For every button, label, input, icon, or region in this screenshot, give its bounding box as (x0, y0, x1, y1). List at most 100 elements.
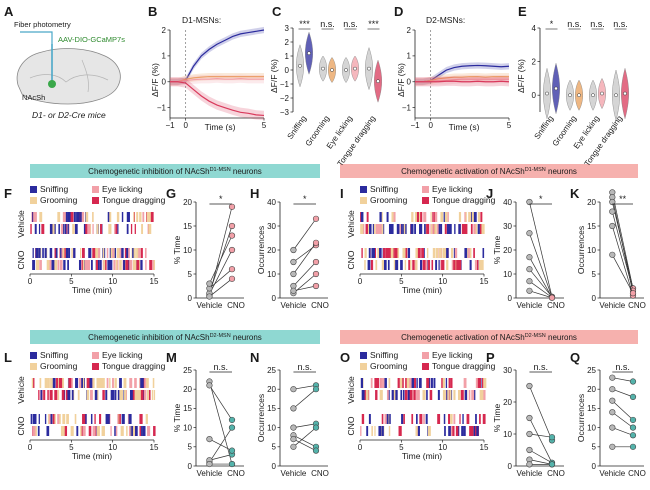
panel-o-event-sniff (360, 378, 364, 388)
panel-i-event-eye (362, 224, 365, 234)
panel-d-band-pink (415, 75, 509, 86)
panel-f-event-eye (34, 212, 37, 222)
panel-n-xcat-vehicle: Vehicle (281, 469, 307, 478)
panel-m-xcat-vehicle: Vehicle (197, 469, 223, 478)
panel-q-pair-line (612, 427, 634, 436)
panel-p-cno-point (548, 434, 556, 441)
panel-d-letter: D (394, 4, 403, 19)
panel-c-violin-behavior-median (353, 66, 357, 71)
panel-i-event-eye (393, 212, 396, 222)
panel-l-event-sniff (52, 378, 55, 388)
panel-i-event-sniff (367, 260, 371, 270)
panel-f-event-tongue (70, 212, 74, 222)
panel-o-event-groom (427, 426, 431, 436)
panel-o-event-tongue (452, 426, 455, 436)
panel-f-event-sniff (44, 248, 47, 258)
panel-q-ytick-label: 25 (587, 366, 596, 375)
panel-l-event-groom (77, 390, 80, 400)
panel-l-event-tongue (82, 414, 86, 424)
panel-i-event-sniff (446, 224, 450, 234)
panel-b-ytick-label: −1 (157, 103, 167, 112)
panel-o-event-groom (374, 426, 376, 436)
panel-g-sig: * (219, 194, 223, 204)
panel-e-ytick-label: 0 (532, 91, 537, 100)
panel-i-event-tongue (393, 248, 395, 258)
panel-o-event-eye (387, 390, 389, 400)
panel-o-event-sniff (400, 390, 403, 400)
panel-f-event-groom (57, 212, 61, 222)
panel-l-event-sniff (94, 390, 98, 400)
panel-f-event-tongue (92, 248, 96, 258)
panel-f-event-eye (113, 260, 116, 270)
panel-n-sig: n.s. (297, 362, 312, 372)
panel-i-event-sniff (419, 224, 423, 234)
panel-f-event-tongue (149, 260, 152, 270)
panel-l-event-eye (147, 426, 151, 436)
panel-d-ytick-label: 0 (407, 78, 412, 87)
panel-o-event-sniff (366, 426, 369, 436)
panel-c-violin-behavior-median (376, 79, 380, 84)
panel-i-event-tongue (408, 260, 412, 270)
panel-i-cno-label: CNO (346, 250, 356, 269)
panel-p-ylabel: % Time (492, 404, 502, 433)
panel-i-event-sniff (475, 212, 477, 222)
panel-j-ytick-label: 30 (503, 222, 512, 231)
panel-g-ytick-label: 5 (188, 270, 193, 279)
panel-i-event-groom (397, 248, 400, 258)
panel-f-event-groom (92, 212, 94, 222)
panel-f-event-tongue (95, 260, 99, 270)
panel-d-series-orange (415, 75, 509, 83)
panel-f-event-groom (54, 260, 56, 270)
panel-f-event-tongue (100, 224, 103, 234)
panel-i-event-sniff (407, 248, 411, 258)
panel-q-vehicle-point (609, 424, 616, 431)
raster-labels: F L I O G H J K M N P Q (4, 186, 580, 365)
panel-l-xtick-label: 0 (28, 443, 33, 452)
panel-f-legend-label-groom: Grooming (40, 195, 78, 205)
panel-f-event-tongue (115, 224, 118, 234)
panel-q-xcat-cno: CNO (628, 469, 646, 478)
mouse-line-caption: D1- or D2-Cre mice (32, 110, 106, 120)
panel-l-event-groom (59, 414, 61, 424)
panel-p-cno-point (548, 461, 556, 468)
panel-f-event-sniff (38, 248, 41, 258)
panel-l-event-sniff (89, 378, 93, 388)
panel-f-xtick-label: 10 (108, 277, 117, 286)
panel-f-event-groom (115, 260, 118, 270)
panel-i-event-groom (446, 260, 449, 270)
panel-l-letter: L (4, 350, 12, 365)
panel-d-ytick-label: 1 (407, 52, 412, 61)
panel-l-event-groom (47, 378, 50, 388)
panel-o-event-sniff (368, 414, 371, 424)
panel-i-event-tongue (453, 260, 456, 270)
panel-m-ylabel: % Time (172, 404, 182, 433)
panel-g-ytick-label: 20 (183, 198, 192, 207)
panel-o-event-sniff (448, 426, 451, 436)
panel-l-event-tongue (47, 390, 49, 400)
panel-i-event-sniff (437, 224, 441, 234)
panel-f-event-tongue (41, 224, 45, 234)
panel-o-event-sniff (407, 390, 411, 400)
panel-l-event-eye (112, 378, 114, 388)
panel-l-event-sniff (30, 414, 33, 424)
panel-q-cno-point (629, 393, 637, 400)
panel-l-event-groom (31, 378, 34, 388)
panel-i-event-tongue (404, 248, 408, 258)
panel-n-cno-point (312, 386, 320, 393)
panel-f-legend-label-sniff: Sniffing (40, 184, 68, 194)
panel-f-event-eye (60, 248, 64, 258)
panel-i-event-sniff (464, 248, 468, 258)
panel-i-event-sniff (405, 224, 407, 234)
panel-i-event-tongue (480, 212, 483, 222)
panel-o-event-sniff (428, 378, 430, 388)
panel-i-event-sniff (372, 224, 375, 234)
panel-p-vehicle-point (526, 461, 533, 468)
panel-o-event-sniff (433, 378, 436, 388)
panel-i-event-groom (414, 212, 417, 222)
panel-c-ylabel: ΔF/F (%) (269, 59, 279, 93)
panel-d-band-blue (415, 62, 509, 85)
panel-l-event-eye (49, 414, 51, 424)
banner-top-left (30, 164, 320, 178)
panel-j-vehicle-point (526, 287, 533, 294)
panel-o-event-eye (471, 390, 475, 400)
